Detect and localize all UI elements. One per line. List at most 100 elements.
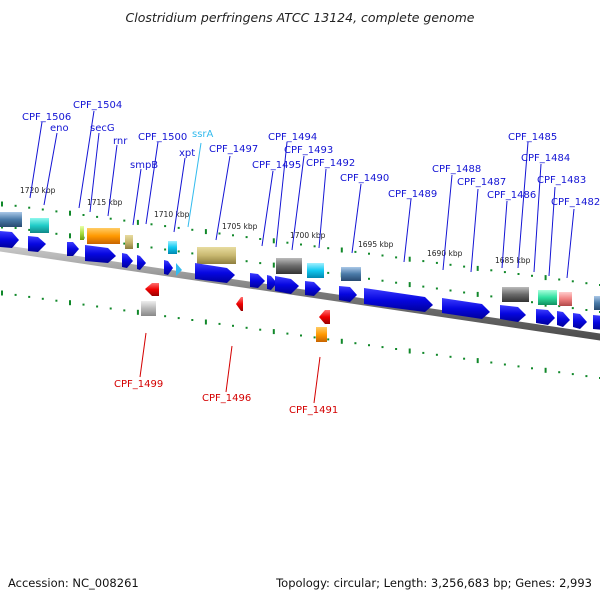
tick-mark — [368, 277, 370, 280]
tick-mark — [14, 293, 17, 296]
gene-label-xpt[interactable]: xpt — [179, 148, 195, 159]
gene-label-eno[interactable]: eno — [50, 123, 69, 134]
tick-mark — [300, 243, 302, 246]
tick-mark — [422, 285, 425, 288]
gene-label-cpf1493[interactable]: CPF_1493 — [284, 145, 333, 156]
gene-label-cpf1496[interactable]: CPF_1496 — [202, 393, 251, 404]
tick-mark — [558, 371, 561, 374]
gene-label-ssra[interactable]: ssrA — [192, 129, 214, 140]
tick-mark — [517, 273, 520, 275]
gene-label-cpf1486[interactable]: CPF_1486 — [487, 190, 536, 201]
ssra-leader-line — [187, 142, 202, 228]
gene-cpf1485-block — [502, 287, 529, 302]
tick-mark — [435, 287, 438, 290]
kbp-label: 1700 kbp — [290, 231, 326, 240]
tick-mark — [490, 295, 493, 298]
gene-label-cpf1482[interactable]: CPF_1482 — [551, 197, 600, 208]
tick-mark — [259, 328, 262, 331]
tick-mark — [463, 291, 466, 294]
tick-mark — [245, 236, 248, 239]
tick-mark — [69, 233, 71, 239]
tick-mark — [136, 219, 139, 225]
tick-mark — [204, 229, 207, 235]
gene-label-cpf1487[interactable]: CPF_1487 — [457, 177, 506, 188]
tick-mark — [164, 248, 167, 251]
gene-label-secg[interactable]: secG — [90, 123, 115, 134]
tick-mark — [476, 358, 479, 364]
tick-mark — [136, 309, 139, 315]
tick-mark — [531, 301, 533, 304]
tick-mark — [41, 208, 44, 211]
forward-leader-lines — [29, 110, 575, 279]
tick-mark — [69, 210, 71, 216]
gene-label-cpf1497[interactable]: CPF_1497 — [209, 144, 258, 155]
gene-label-cpf1500[interactable]: CPF_1500 — [138, 132, 187, 143]
tick-mark — [177, 317, 180, 320]
gene-label-cpf1491[interactable]: CPF_1491 — [289, 405, 338, 416]
tick-mark — [136, 243, 139, 248]
gene-cpf1492-block — [307, 263, 324, 278]
tick-mark — [300, 334, 302, 337]
gene-label-cpf1489[interactable]: CPF_1489 — [388, 189, 437, 200]
gene-label-cpf1499[interactable]: CPF_1499 — [114, 379, 163, 390]
gene-label-cpf1485[interactable]: CPF_1485 — [508, 132, 557, 143]
tick-mark — [191, 319, 194, 321]
tick-mark — [191, 228, 194, 231]
tick-mark — [408, 282, 411, 288]
tick-mark — [123, 219, 126, 222]
tick-mark — [286, 332, 289, 335]
tick-mark — [490, 269, 493, 272]
gene-smpb-block — [125, 235, 133, 249]
tick-mark — [368, 344, 370, 347]
gene-label-cpf1494[interactable]: CPF_1494 — [268, 132, 317, 143]
gene-label-rnr[interactable]: rnr — [113, 136, 128, 147]
gene-label-cpf1495[interactable]: CPF_1495 — [252, 160, 301, 171]
gene-cpf1499-block — [141, 301, 156, 316]
tick-mark — [69, 300, 71, 306]
gene-label-cpf1490[interactable]: CPF_1490 — [340, 173, 389, 184]
kbp-label: 1715 kbp — [87, 198, 123, 207]
tick-mark — [476, 291, 479, 297]
tick-mark — [123, 309, 126, 312]
gene-label-cpf1488[interactable]: CPF_1488 — [432, 164, 481, 175]
tick-mark — [354, 250, 357, 253]
gene-cpf1494-block — [276, 258, 302, 274]
tick-mark — [55, 299, 58, 302]
tick-mark — [408, 348, 411, 354]
gene-label-cpf1483[interactable]: CPF_1483 — [537, 175, 586, 186]
tick-mark — [571, 280, 574, 283]
tick-mark — [272, 262, 275, 268]
tick-mark — [177, 226, 180, 229]
tick-mark — [272, 329, 275, 335]
accession-text: Accession: NC_008261 — [8, 576, 139, 590]
tick-mark — [327, 247, 330, 250]
gene-label-cpf1492[interactable]: CPF_1492 — [306, 158, 355, 169]
tick-mark — [531, 274, 533, 277]
tick-mark — [463, 357, 466, 360]
tick-mark — [14, 227, 17, 229]
gene-cpf1483-block — [538, 290, 557, 305]
genome-title: Clostridium perfringens ATCC 13124, comp… — [125, 10, 475, 25]
gene-cpf1499-arrow — [145, 283, 159, 296]
topology-text: Topology: circular; Length: 3,256,683 bp… — [276, 576, 592, 590]
tick-mark — [164, 225, 167, 228]
tick-mark — [340, 247, 343, 253]
gene-label-cpf1484[interactable]: CPF_1484 — [521, 153, 570, 164]
gene-label-cpf1504[interactable]: CPF_1504 — [73, 100, 122, 111]
forward-gene-arrows — [0, 231, 600, 330]
tick-mark — [218, 232, 221, 235]
tick-mark — [381, 279, 384, 282]
tick-mark — [177, 250, 180, 253]
tick-mark — [585, 282, 588, 285]
gene-cpf1491-arrow — [319, 310, 330, 324]
gene-label-smpb[interactable]: smpB — [130, 160, 158, 171]
tick-mark — [517, 365, 520, 368]
gene-cpf1496-arrow — [236, 297, 243, 311]
gene-label-cpf1506[interactable]: CPF_1506 — [22, 112, 71, 123]
tick-mark — [313, 245, 316, 248]
tick-mark — [272, 238, 275, 244]
gene-cpf1506-block — [0, 212, 22, 227]
tick-mark — [327, 271, 330, 274]
tick-mark — [368, 252, 370, 255]
